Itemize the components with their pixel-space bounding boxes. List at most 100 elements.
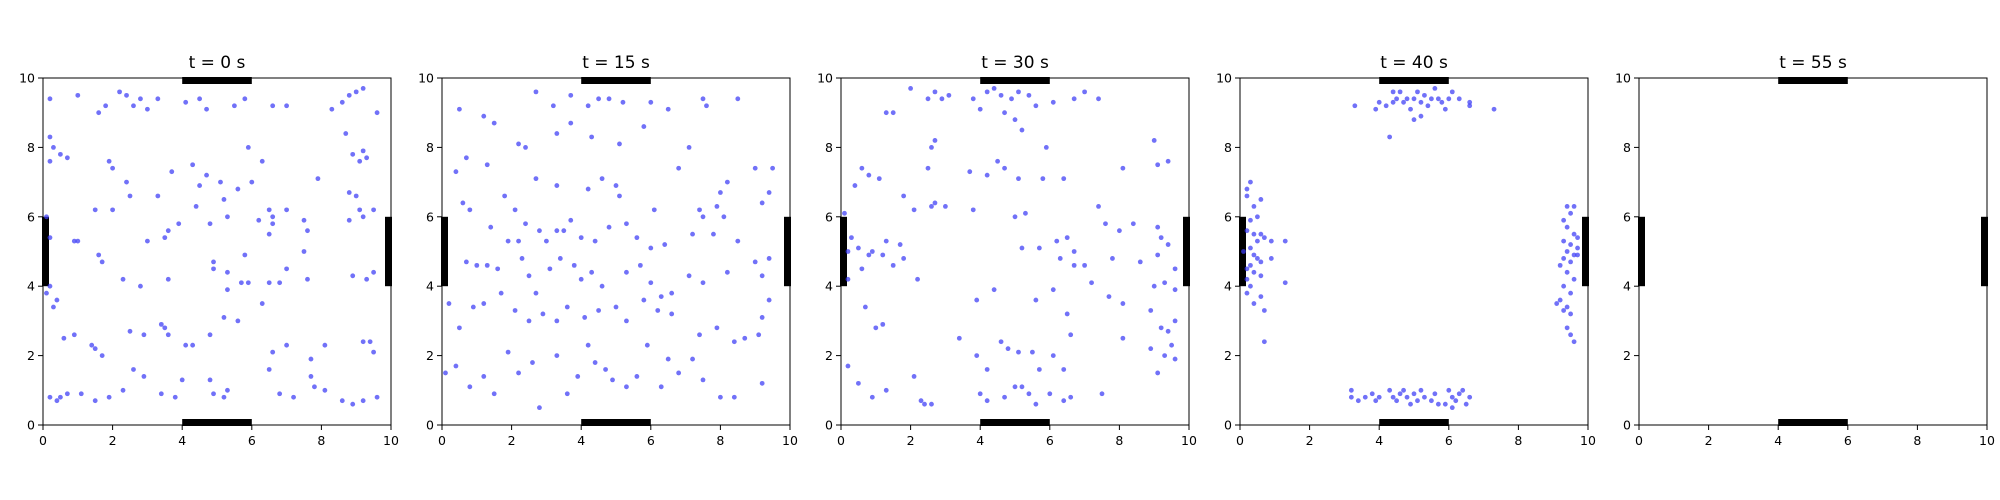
x-axis: 0 2 4 6 8 10: [837, 425, 1197, 448]
data-point: [700, 377, 706, 383]
data-point: [204, 172, 209, 178]
data-point: [974, 297, 980, 303]
data-point: [165, 332, 171, 338]
data-point: [1064, 235, 1070, 241]
data-point: [665, 356, 671, 362]
data-point: [697, 207, 702, 213]
data-point: [651, 207, 657, 213]
y-tick-label: 0: [825, 418, 833, 433]
data-point: [1009, 96, 1014, 102]
data-point: [225, 387, 230, 393]
data-point: [759, 380, 765, 386]
exit-bottom: [1778, 419, 1848, 426]
data-point: [724, 179, 730, 185]
data-point: [669, 311, 675, 317]
point-group: [842, 86, 1178, 407]
data-point: [1575, 235, 1580, 241]
data-point: [932, 138, 938, 143]
data-point: [322, 342, 328, 348]
data-point: [364, 276, 370, 282]
data-point: [463, 259, 469, 265]
data-point: [530, 360, 535, 365]
x-tick-label: 6: [1844, 433, 1852, 448]
data-point: [1418, 113, 1424, 119]
data-point: [735, 238, 741, 244]
data-point: [1040, 176, 1046, 182]
data-point: [322, 387, 328, 393]
data-point: [1561, 256, 1567, 261]
data-point: [1442, 106, 1448, 112]
data-point: [1061, 176, 1067, 182]
data-point: [92, 398, 98, 404]
y-tick-label: 6: [1224, 209, 1232, 224]
exit-right: [1582, 216, 1589, 287]
data-point: [648, 280, 654, 286]
data-point: [54, 297, 60, 303]
data-point: [360, 214, 366, 220]
data-point: [634, 374, 640, 379]
data-point: [270, 103, 276, 109]
exit-left: [840, 216, 847, 287]
data-point: [540, 311, 546, 317]
data-point: [197, 96, 203, 102]
x-tick-label: 4: [1375, 433, 1383, 448]
data-point: [190, 162, 196, 168]
exit-top: [581, 77, 651, 84]
data-point: [932, 89, 938, 95]
y-tick-label: 10: [418, 71, 434, 86]
data-point: [568, 217, 574, 223]
data-point: [1575, 245, 1580, 251]
data-point: [1030, 349, 1035, 355]
data-point: [984, 398, 990, 404]
data-point: [929, 203, 934, 209]
data-point: [1446, 96, 1452, 102]
data-point: [1169, 342, 1174, 348]
data-point: [1258, 294, 1264, 300]
data-point: [353, 193, 359, 199]
data-point: [759, 273, 765, 279]
data-point: [1568, 259, 1573, 265]
data-point: [242, 96, 248, 102]
data-point: [346, 190, 352, 195]
data-point: [862, 304, 868, 310]
x-tick-label: 2: [907, 433, 915, 448]
y-tick-label: 8: [1623, 140, 1631, 155]
data-point: [1165, 242, 1171, 247]
data-point: [925, 165, 931, 171]
data-point: [1467, 103, 1473, 109]
data-point: [481, 113, 487, 119]
data-point: [1241, 249, 1246, 254]
data-point: [221, 315, 227, 320]
x-tick-label: 8: [1913, 433, 1921, 448]
data-point: [44, 214, 49, 220]
data-point: [249, 179, 255, 185]
data-point: [71, 238, 77, 244]
data-point: [1456, 96, 1462, 102]
data-point: [766, 190, 772, 195]
data-point: [498, 290, 504, 296]
data-point: [374, 394, 380, 400]
data-point: [908, 86, 913, 91]
data-point: [1571, 276, 1577, 282]
x-tick-label: 4: [577, 433, 585, 448]
data-point: [1383, 103, 1389, 109]
data-point: [1435, 96, 1441, 102]
data-point: [1244, 186, 1250, 192]
data-point: [284, 207, 289, 213]
data-point: [1432, 391, 1438, 397]
data-point: [225, 287, 230, 293]
data-point: [1564, 203, 1570, 209]
data-point: [110, 165, 115, 171]
data-point: [1036, 367, 1042, 372]
data-point: [1261, 308, 1267, 313]
exit-group: [840, 77, 1190, 426]
data-point: [718, 394, 723, 400]
data-point: [1248, 179, 1253, 185]
data-point: [64, 391, 70, 397]
data-point: [138, 283, 143, 289]
data-point: [371, 207, 376, 213]
data-point: [1151, 283, 1157, 289]
data-point: [561, 228, 567, 234]
data-point: [106, 394, 112, 400]
data-point: [1103, 221, 1108, 227]
